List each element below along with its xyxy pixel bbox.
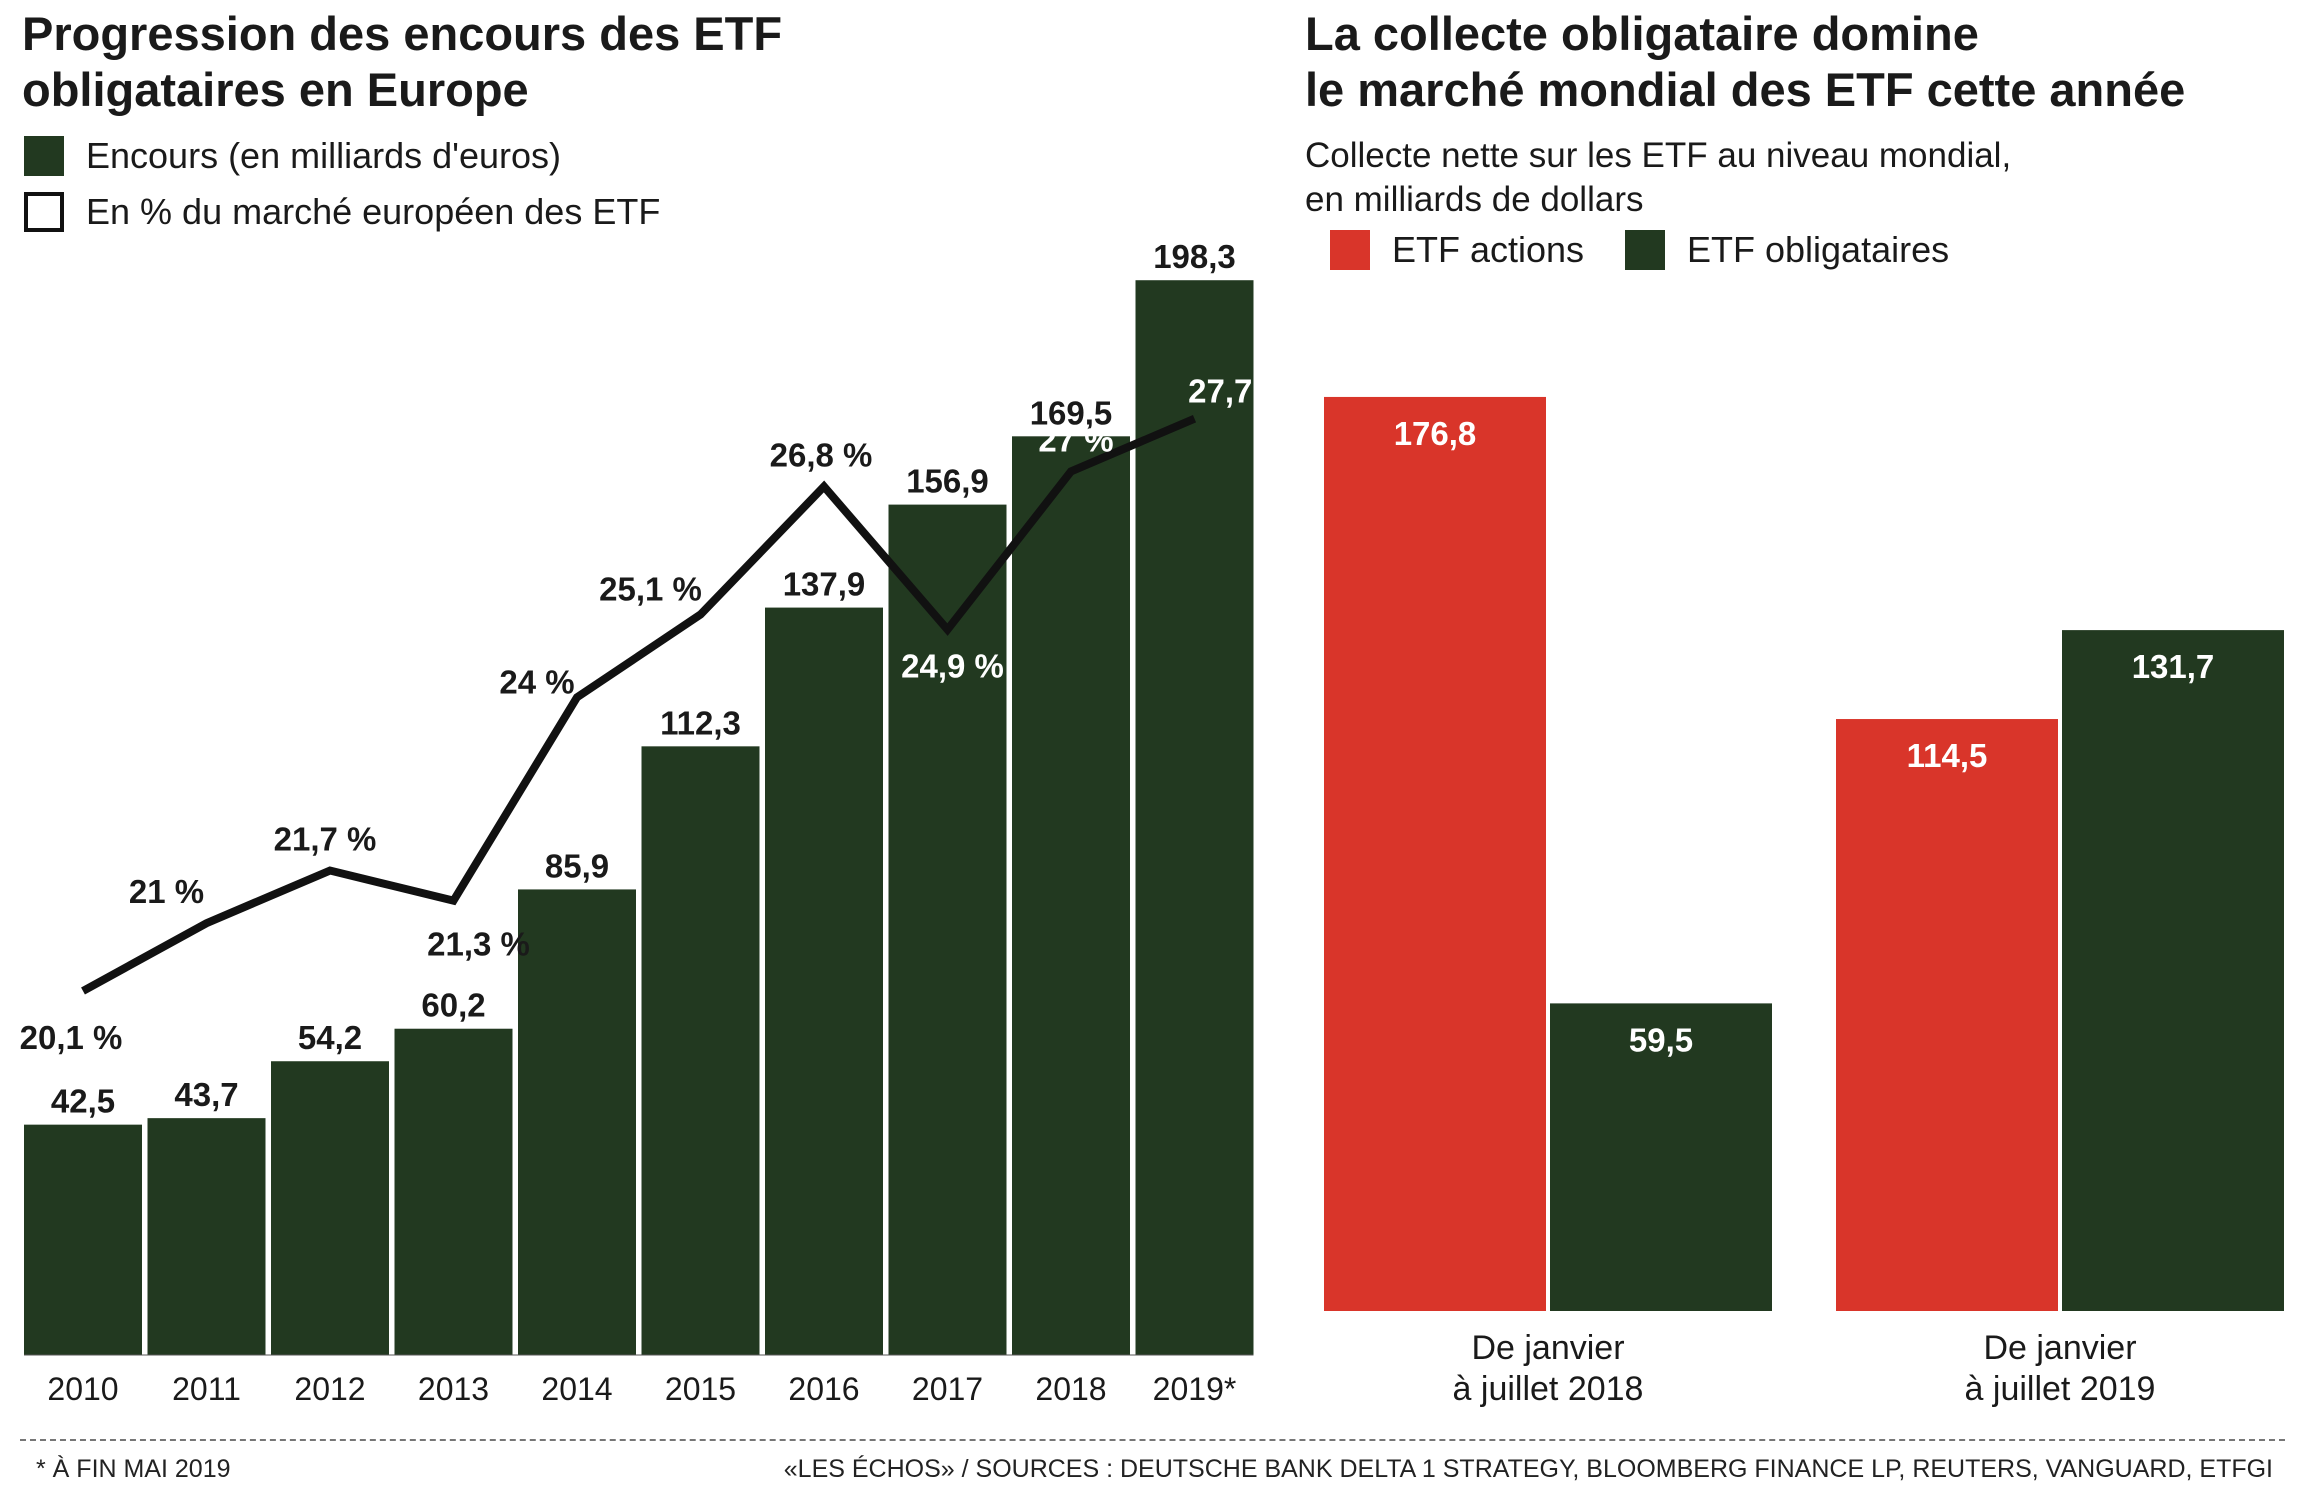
bar-value-label-6: 137,9 [783, 566, 866, 603]
legend-label-obligataires: ETF obligataires [1687, 229, 1950, 270]
x-tick-label-7: 2017 [912, 1371, 983, 1407]
x-tick-label-9: 2019* [1153, 1371, 1237, 1407]
bar-encours-4 [518, 889, 636, 1355]
bar-value-label-actions-1: 114,5 [1907, 737, 1988, 774]
left-chart-title: Progression des encours des ETF obligata… [22, 6, 782, 118]
percent-label-0: 20,1 % [20, 1019, 123, 1056]
bar-value-label-obligataires-1: 131,7 [2132, 648, 2215, 685]
legend-swatch-obligataires [1625, 230, 1665, 270]
x-tick-label-6: 2016 [788, 1371, 859, 1407]
bar-value-label-7: 156,9 [906, 463, 989, 500]
bar-encours-7 [888, 504, 1007, 1355]
percent-label-3: 21,3 % [427, 926, 530, 963]
x-tick-label-0: 2010 [47, 1371, 118, 1407]
bar-value-label-4: 85,9 [545, 847, 609, 884]
footnote-date: * À FIN MAI 2019 [36, 1455, 231, 1483]
bar-value-label-obligataires-0: 59,5 [1629, 1021, 1693, 1058]
x-tick-label-1: 2011 [172, 1371, 241, 1407]
right-subtitle-line1: Collecte nette sur les ETF au niveau mon… [1305, 136, 2012, 175]
bar-value-label-2: 54,2 [298, 1019, 362, 1056]
legend-item-encours: Encours (en milliards d'euros) [24, 135, 561, 177]
bar-value-label-0: 42,5 [51, 1083, 115, 1120]
right-title-line1: La collecte obligataire domine [1305, 7, 1979, 60]
right-subtitle-line2: en milliards de dollars [1305, 180, 1644, 219]
bar-value-label-5: 112,3 [660, 704, 741, 741]
bar-value-label-3: 60,2 [421, 987, 485, 1024]
percent-label-7: 24,9 % [901, 648, 1004, 685]
charts-canvas: 42,5 2010 43,7 2011 54,2 2012 60,2 2013 85,9 2014… [20, 238, 2284, 1408]
category-label-line1-0: De janvier [1471, 1329, 1624, 1367]
category-label-line2-0: à juillet 2018 [1453, 1370, 1644, 1408]
left-title-line2: obligataires en Europe [22, 63, 529, 116]
bar-encours-5 [641, 746, 760, 1355]
legend-label-actions: ETF actions [1392, 229, 1585, 270]
right-chart-title: La collecte obligataire domine le marché… [1305, 6, 2185, 118]
bar-actions-0 [1324, 396, 1546, 1312]
percent-label-5: 25,1 % [599, 571, 702, 608]
legend-swatch-bar [24, 136, 64, 176]
bar-actions-1 [1836, 719, 2058, 1311]
bar-encours-8 [1012, 436, 1130, 1355]
x-tick-label-2: 2012 [294, 1371, 365, 1407]
percent-label-6: 26,8 % [770, 436, 873, 473]
bar-encours-3 [394, 1028, 513, 1355]
left-title-line1: Progression des encours des ETF [22, 7, 783, 60]
percent-line [81, 415, 1197, 995]
x-tick-label-5: 2015 [665, 1371, 736, 1407]
legend-item-percent: En % du marché européen des ETF [24, 191, 660, 233]
category-label-line1-1: De janvier [1983, 1329, 2136, 1367]
legend-label-encours: Encours (en milliards d'euros) [86, 135, 562, 176]
bar-value-label-actions-0: 176,8 [1394, 415, 1477, 452]
right-chart-subtitle: Collecte nette sur les ETF au niveau mon… [1305, 134, 2011, 222]
percent-label-1: 21 % [129, 873, 204, 910]
percent-label-9: 27,7 % [1188, 373, 1291, 410]
bar-obligataires-1 [2062, 630, 2284, 1311]
percent-label-2: 21,7 % [274, 821, 377, 858]
x-tick-label-3: 2013 [418, 1371, 489, 1407]
legend-item-actions: ETF actions [1330, 229, 1584, 271]
x-tick-label-4: 2014 [541, 1371, 612, 1407]
right-title-line2: le marché mondial des ETF cette année [1305, 63, 2186, 116]
legend-label-percent: En % du marché européen des ETF [86, 191, 661, 232]
bar-encours-9 [1135, 280, 1254, 1355]
bar-encours-2 [271, 1061, 389, 1355]
footnote-sources: «LES ÉCHOS» / SOURCES : DEUTSCHE BANK DE… [783, 1455, 2273, 1483]
footer-divider [20, 1439, 2285, 1441]
x-tick-label-8: 2018 [1035, 1371, 1106, 1407]
bar-value-label-9: 198,3 [1153, 238, 1236, 275]
bar-obligataires-0 [1550, 1003, 1772, 1311]
category-label-line2-1: à juillet 2019 [1965, 1370, 2156, 1408]
bar-value-label-1: 43,7 [174, 1076, 238, 1113]
legend-swatch-actions [1330, 230, 1370, 270]
legend-item-obligataires: ETF obligataires [1625, 229, 1949, 271]
bar-value-label-8: 169,5 [1030, 394, 1113, 431]
percent-label-8: 27 % [1038, 421, 1113, 458]
bar-encours-6 [765, 607, 883, 1355]
bar-encours-0 [24, 1124, 142, 1355]
percent-label-4: 24 % [499, 663, 574, 700]
legend-swatch-line [24, 192, 64, 232]
bar-encours-1 [147, 1118, 266, 1355]
